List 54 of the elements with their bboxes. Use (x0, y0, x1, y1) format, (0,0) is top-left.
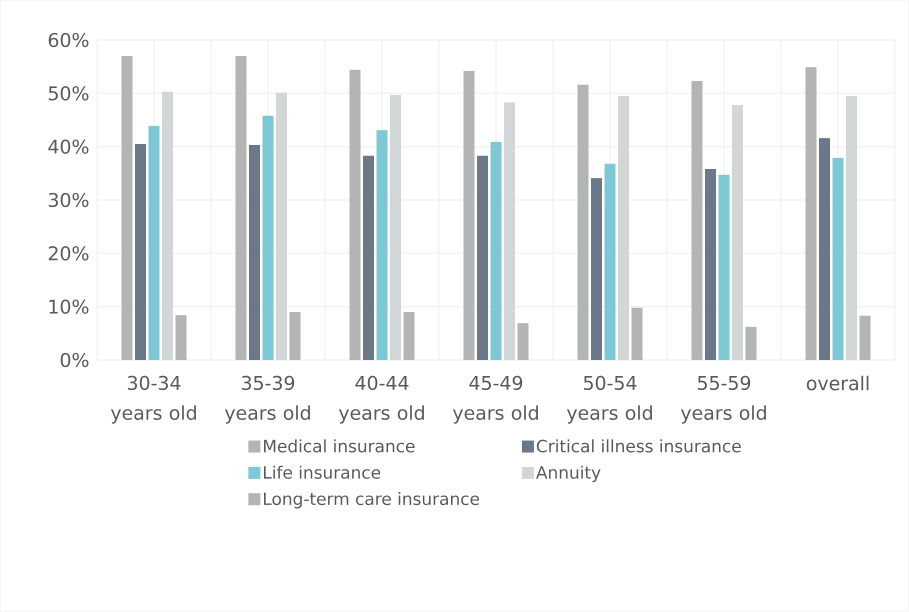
bar (518, 323, 529, 360)
bar (591, 178, 602, 360)
bar (632, 308, 643, 360)
bar (249, 145, 260, 360)
x-tick-label: 55-59 years old (680, 376, 766, 424)
legend-label: Long-term care insurance (264, 492, 480, 508)
bar (122, 56, 133, 360)
x-tick-label: 40-44 years old (338, 376, 424, 424)
bar (490, 142, 502, 360)
bar (692, 81, 703, 360)
bar (363, 156, 374, 360)
y-tick-label: 0% (60, 352, 88, 368)
legend-label: Annuity (536, 466, 601, 482)
x-tick-label: 30-34 years old (110, 376, 196, 424)
bar (806, 67, 817, 360)
bar (464, 70, 475, 360)
legend-label: Critical illness insurance (536, 439, 741, 452)
x-tick-label: overall (806, 376, 868, 390)
legend-label: Life insurance (264, 466, 380, 479)
bar (390, 94, 402, 360)
x-tick-label: 45-49 years old (452, 376, 538, 424)
bar (350, 70, 361, 360)
bar (832, 158, 844, 360)
y-tick-label: 30% (48, 192, 88, 208)
y-tick-label: 20% (48, 246, 88, 260)
bar (290, 312, 301, 360)
y-tick-label: 10% (49, 299, 88, 314)
bar (376, 130, 388, 360)
bar (732, 105, 744, 360)
legend-label: Medical insurance (264, 439, 415, 452)
y-tick-label: 50% (48, 86, 88, 100)
bar (604, 164, 616, 360)
bar (618, 96, 630, 360)
bar (276, 92, 288, 360)
bar (578, 84, 589, 360)
bar (236, 56, 247, 360)
bar (819, 138, 830, 360)
bar (746, 326, 757, 360)
bar (162, 92, 174, 360)
bar (404, 312, 415, 360)
bar (504, 102, 516, 360)
bar (846, 96, 858, 360)
bar (148, 126, 160, 360)
bar (860, 316, 871, 360)
bar (718, 174, 730, 360)
y-tick-label: 60% (48, 32, 88, 48)
x-tick-label: 50-54 years old (566, 376, 652, 424)
bar (262, 116, 274, 360)
bar (477, 156, 488, 360)
bar (176, 315, 187, 360)
x-tick-label: 35-39 years old (224, 376, 310, 424)
bar (135, 144, 146, 360)
bar (705, 169, 716, 360)
y-tick-label: 40% (48, 140, 88, 154)
